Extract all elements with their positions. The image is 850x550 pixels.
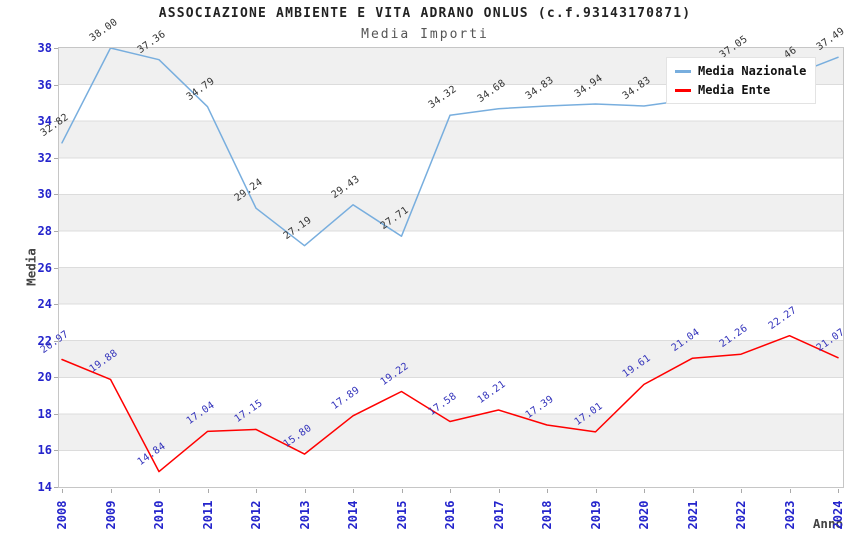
y-tick-label: 26: [37, 260, 52, 275]
y-tick-mark: [54, 84, 58, 86]
x-tick-label: 2021: [685, 500, 700, 530]
x-tick-mark: [256, 489, 257, 493]
x-tick-label: 2019: [588, 500, 603, 530]
legend-item-media-ente: Media Ente: [675, 83, 806, 97]
plot-area: [58, 47, 844, 488]
legend-label-ente: Media Ente: [698, 83, 771, 97]
y-tick-label: 30: [37, 187, 52, 202]
x-tick-mark: [304, 489, 306, 493]
x-tick-label: 2012: [249, 500, 263, 530]
chart-title: ASSOCIAZIONE AMBIENTE E VITA ADRANO ONLU…: [158, 6, 692, 21]
x-tick-mark: [110, 489, 112, 493]
y-tick-mark: [54, 121, 58, 123]
plot-band: [59, 413, 843, 451]
x-tick-mark: [741, 489, 742, 493]
x-tick-mark: [595, 489, 597, 493]
plot-band: [59, 340, 843, 378]
y-tick-mark: [54, 194, 58, 196]
y-tick-mark: [54, 340, 58, 342]
chart-subtitle: Media Importi: [361, 27, 489, 42]
series-plot: [59, 48, 843, 473]
y-tick-label: 34: [37, 114, 52, 129]
legend-swatch-ente-icon: [675, 88, 691, 92]
y-tick-label: 18: [37, 406, 52, 421]
x-tick-mark: [644, 489, 645, 493]
plot-band: [59, 194, 843, 231]
x-tick-label: 2023: [782, 500, 797, 530]
x-tick-mark: [789, 489, 791, 493]
y-tick-label: 22: [37, 333, 52, 348]
x-tick-label: 2016: [443, 500, 457, 530]
x-tick-label: 2022: [734, 500, 748, 530]
plot-band: [59, 267, 843, 305]
x-tick-label: 2011: [200, 500, 215, 530]
x-tick-label: 2010: [152, 500, 166, 530]
y-tick-label: 28: [37, 223, 52, 238]
x-tick-label: 2020: [637, 500, 651, 530]
y-tick-mark: [54, 230, 58, 232]
x-tick-mark: [159, 489, 160, 493]
y-tick-mark: [54, 267, 58, 269]
y-tick-label: 24: [37, 297, 52, 312]
x-tick-label: 2017: [491, 500, 506, 530]
x-tick-mark: [353, 489, 354, 493]
y-tick-label: 38: [37, 41, 52, 55]
x-tick-mark: [838, 489, 839, 493]
y-tick-mark: [54, 487, 58, 488]
y-tick-label: 32: [37, 150, 52, 165]
x-axis-title: Anno: [812, 516, 843, 531]
y-tick-mark: [54, 413, 58, 415]
y-tick-mark: [54, 157, 58, 159]
y-tick-label: 20: [37, 370, 52, 385]
y-tick-mark: [54, 450, 58, 452]
x-tick-mark: [498, 489, 500, 493]
y-tick-mark: [54, 48, 58, 49]
y-tick-label: 36: [37, 77, 52, 92]
legend-label-nazionale: Media Nazionale: [698, 64, 807, 78]
legend-swatch-nazionale-icon: [675, 69, 691, 73]
x-tick-label: 2018: [540, 500, 554, 530]
x-tick-mark: [401, 489, 403, 493]
y-tick-mark: [54, 304, 58, 306]
y-tick-mark: [54, 377, 58, 379]
x-tick-mark: [450, 489, 451, 493]
legend-item-media-nazionale: Media Nazionale: [675, 64, 806, 78]
legend: Media Nazionale Media Ente: [666, 57, 817, 104]
x-tick-label: 2009: [103, 500, 118, 530]
x-tick-label: 2008: [55, 500, 69, 530]
x-tick-label: 2015: [394, 500, 409, 530]
x-tick-label: 2024: [831, 500, 845, 530]
x-tick-label: 2014: [346, 500, 360, 530]
y-tick-label: 14: [37, 480, 52, 494]
y-tick-label: 16: [37, 443, 52, 458]
series-line-ente: [61, 334, 839, 473]
x-tick-mark: [692, 489, 694, 493]
plot-band: [59, 121, 843, 158]
x-tick-label: 2013: [297, 500, 312, 530]
x-tick-mark: [207, 489, 209, 493]
x-tick-mark: [547, 489, 548, 493]
x-tick-mark: [62, 489, 63, 493]
